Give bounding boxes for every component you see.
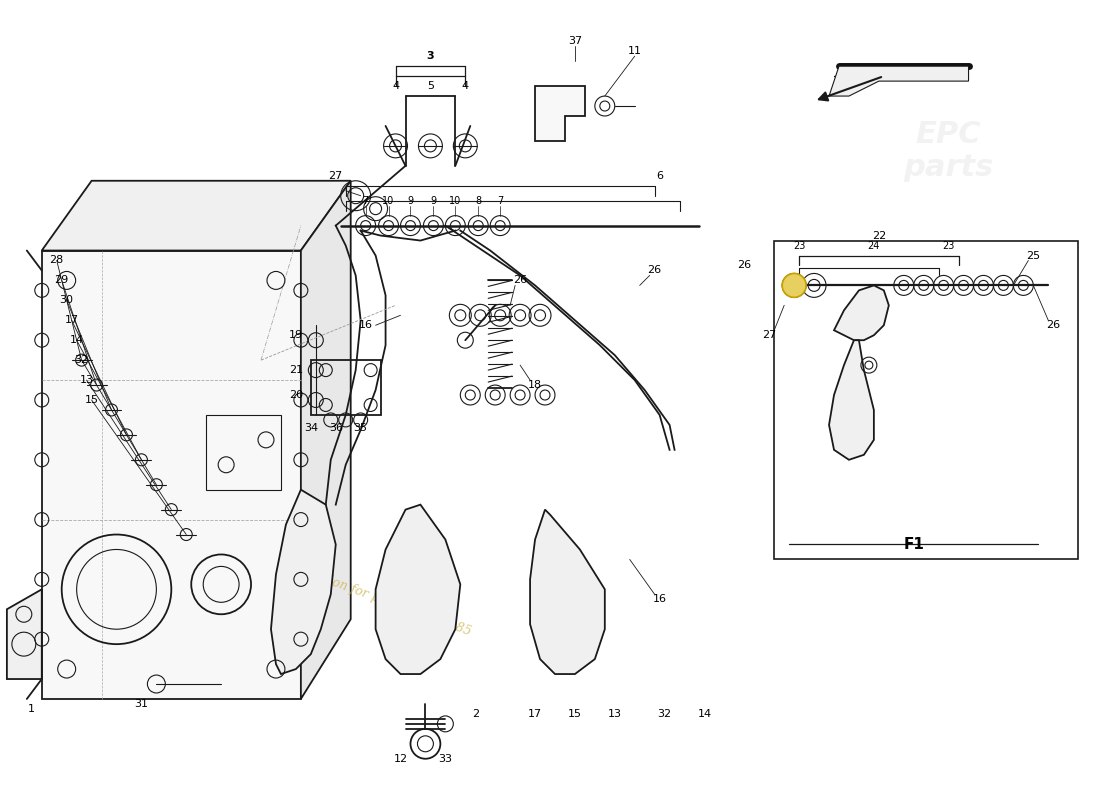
Polygon shape bbox=[301, 181, 351, 699]
Text: 35: 35 bbox=[354, 423, 367, 433]
Polygon shape bbox=[271, 490, 336, 674]
Text: 3: 3 bbox=[427, 51, 434, 61]
Text: 4: 4 bbox=[462, 81, 469, 91]
Text: 26: 26 bbox=[1046, 320, 1060, 330]
Text: 21: 21 bbox=[289, 365, 302, 375]
Polygon shape bbox=[829, 340, 873, 460]
Text: 37: 37 bbox=[568, 36, 582, 46]
Text: 7: 7 bbox=[363, 196, 368, 206]
Text: 16: 16 bbox=[652, 594, 667, 604]
Text: 19: 19 bbox=[289, 330, 302, 340]
Text: 32: 32 bbox=[75, 355, 89, 365]
Text: 23: 23 bbox=[943, 241, 955, 250]
Polygon shape bbox=[7, 590, 42, 679]
Text: 4: 4 bbox=[392, 81, 399, 91]
Text: 10: 10 bbox=[383, 196, 395, 206]
Text: 17: 17 bbox=[65, 315, 79, 326]
Text: 18: 18 bbox=[528, 380, 542, 390]
Text: 25: 25 bbox=[1026, 250, 1041, 261]
Text: 30: 30 bbox=[59, 295, 74, 306]
Text: a passion for parts since 1985: a passion for parts since 1985 bbox=[288, 561, 473, 638]
Text: 22: 22 bbox=[871, 230, 886, 241]
Text: 13: 13 bbox=[608, 709, 622, 719]
Text: 24: 24 bbox=[868, 241, 880, 250]
Text: 32: 32 bbox=[658, 709, 672, 719]
Text: 23: 23 bbox=[793, 241, 805, 250]
Text: 14: 14 bbox=[697, 709, 712, 719]
Text: 10: 10 bbox=[449, 196, 462, 206]
Text: 34: 34 bbox=[304, 423, 318, 433]
Polygon shape bbox=[834, 286, 889, 340]
Bar bbox=[311, 360, 381, 415]
Bar bbox=[206, 415, 280, 490]
Text: 20: 20 bbox=[289, 390, 302, 400]
Text: 15: 15 bbox=[568, 709, 582, 719]
Text: 31: 31 bbox=[134, 699, 148, 709]
Text: 2: 2 bbox=[472, 709, 478, 719]
Polygon shape bbox=[42, 181, 351, 250]
Text: F1: F1 bbox=[903, 537, 924, 552]
Text: 27: 27 bbox=[329, 170, 343, 181]
Text: 29: 29 bbox=[55, 275, 69, 286]
Text: 8: 8 bbox=[475, 196, 482, 206]
Polygon shape bbox=[535, 86, 585, 141]
Bar bbox=[774, 241, 1078, 559]
Text: 36: 36 bbox=[329, 423, 343, 433]
Polygon shape bbox=[42, 250, 301, 699]
Text: 27: 27 bbox=[762, 330, 777, 340]
Text: 13: 13 bbox=[79, 375, 94, 385]
Text: 1: 1 bbox=[29, 704, 35, 714]
Text: 26: 26 bbox=[513, 275, 527, 286]
Polygon shape bbox=[375, 505, 460, 674]
Polygon shape bbox=[530, 510, 605, 674]
Text: 5: 5 bbox=[427, 81, 433, 91]
Text: 16: 16 bbox=[359, 320, 373, 330]
Text: EPC
parts: EPC parts bbox=[903, 119, 993, 182]
Text: 6: 6 bbox=[656, 170, 663, 181]
Text: 14: 14 bbox=[69, 335, 84, 346]
Text: 33: 33 bbox=[439, 754, 452, 764]
Text: 11: 11 bbox=[628, 46, 641, 56]
Text: 17: 17 bbox=[528, 709, 542, 719]
Text: 28: 28 bbox=[50, 255, 64, 266]
Circle shape bbox=[782, 274, 806, 298]
Text: 9: 9 bbox=[407, 196, 414, 206]
Text: 15: 15 bbox=[85, 395, 99, 405]
Text: 26: 26 bbox=[648, 266, 662, 275]
Text: 9: 9 bbox=[430, 196, 437, 206]
Text: 12: 12 bbox=[394, 754, 408, 764]
Text: 26: 26 bbox=[737, 261, 751, 270]
Polygon shape bbox=[829, 66, 968, 96]
Text: 7: 7 bbox=[497, 196, 504, 206]
